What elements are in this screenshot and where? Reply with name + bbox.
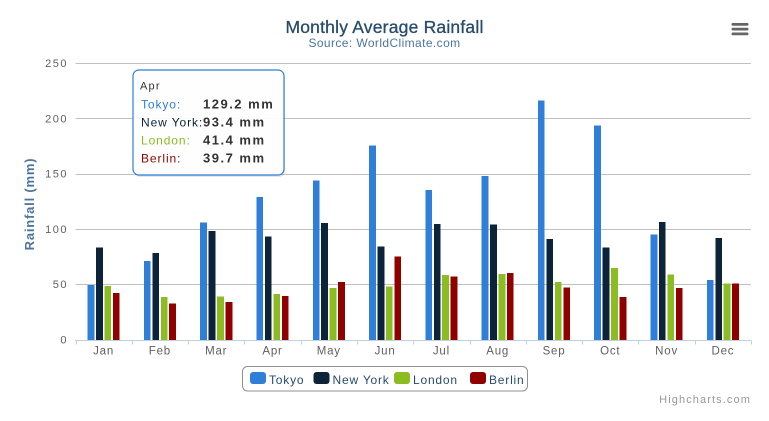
svg-text:Aug: Aug xyxy=(486,346,509,358)
svg-text:Monthly Average Rainfall: Monthly Average Rainfall xyxy=(285,17,483,37)
svg-text:May: May xyxy=(317,346,341,358)
svg-text:New York:: New York: xyxy=(141,116,203,130)
svg-text:93.4 mm: 93.4 mm xyxy=(203,115,266,130)
svg-text:Berlin: Berlin xyxy=(489,373,524,387)
svg-text:250: 250 xyxy=(45,58,68,70)
svg-text:Apr: Apr xyxy=(140,81,161,93)
svg-text:Dec: Dec xyxy=(711,346,734,358)
svg-text:0: 0 xyxy=(60,335,68,347)
svg-text:Jan: Jan xyxy=(93,346,114,358)
svg-text:100: 100 xyxy=(45,224,68,236)
svg-text:41.4 mm: 41.4 mm xyxy=(203,133,266,148)
svg-text:Highcharts.com: Highcharts.com xyxy=(659,394,751,406)
svg-text:Berlin:: Berlin: xyxy=(141,152,181,166)
svg-text:150: 150 xyxy=(45,169,68,181)
svg-text:New York: New York xyxy=(333,373,390,387)
svg-text:129.2 mm: 129.2 mm xyxy=(203,97,274,112)
svg-text:50: 50 xyxy=(53,279,68,291)
svg-text:Tokyo:: Tokyo: xyxy=(141,98,181,112)
svg-text:Oct: Oct xyxy=(600,346,620,358)
svg-text:Tokyo: Tokyo xyxy=(269,373,304,387)
svg-text:200: 200 xyxy=(45,113,68,125)
svg-text:Jul: Jul xyxy=(433,346,450,358)
svg-text:Sep: Sep xyxy=(543,346,566,358)
svg-text:Rainfall (mm): Rainfall (mm) xyxy=(22,158,37,251)
svg-text:Mar: Mar xyxy=(205,346,227,358)
svg-text:London:: London: xyxy=(141,134,191,148)
svg-text:39.7 mm: 39.7 mm xyxy=(203,151,266,166)
svg-text:Jun: Jun xyxy=(375,346,396,358)
svg-text:Nov: Nov xyxy=(655,346,678,358)
svg-text:Feb: Feb xyxy=(149,346,171,358)
svg-text:London: London xyxy=(413,373,458,387)
svg-text:Apr: Apr xyxy=(262,346,282,358)
svg-text:Source: WorldClimate.com: Source: WorldClimate.com xyxy=(308,36,460,50)
